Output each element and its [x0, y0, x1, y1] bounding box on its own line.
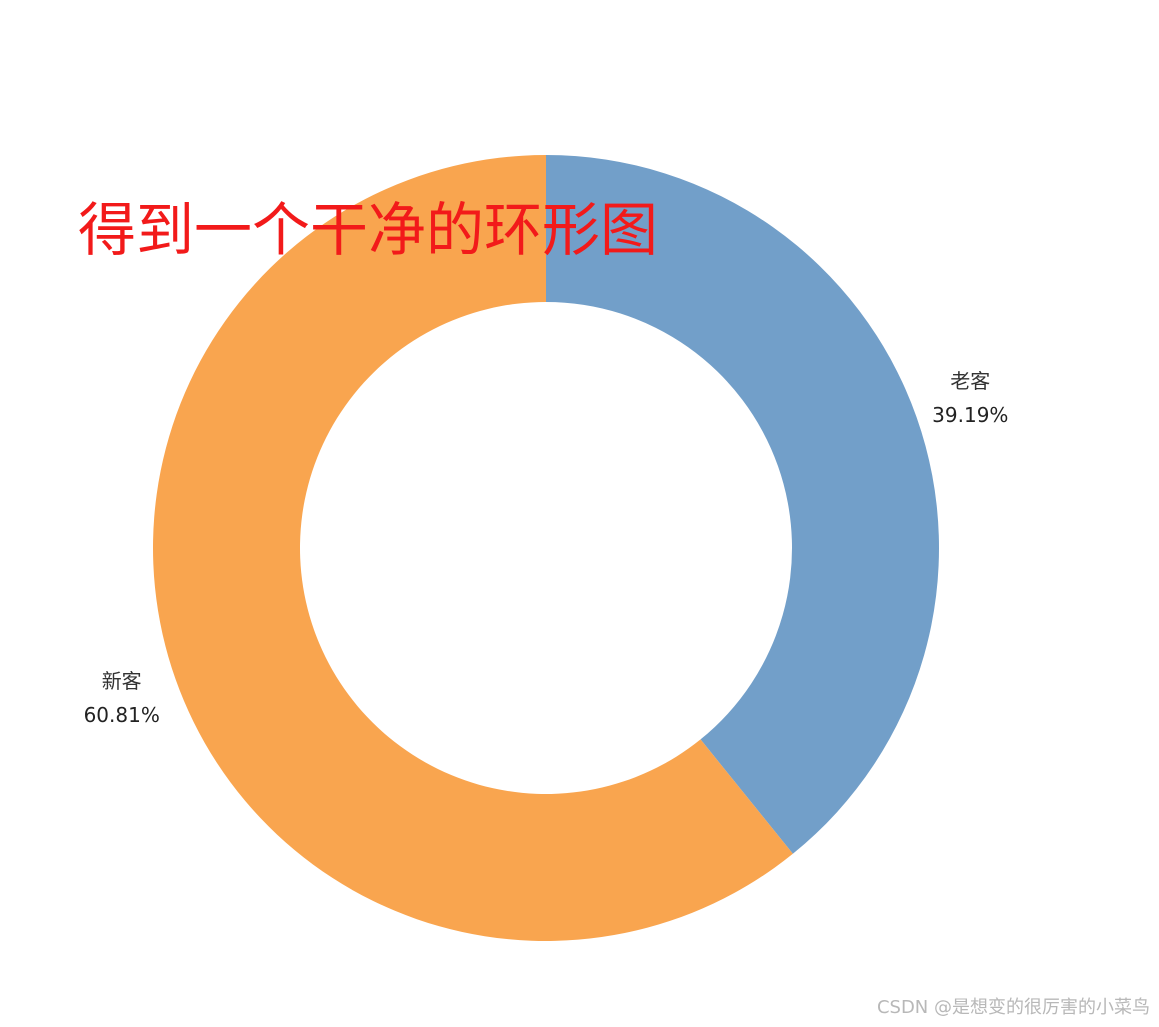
- watermark: CSDN @是想变的很厉害的小菜鸟: [877, 997, 1150, 1018]
- slice-value-label: 60.81%: [84, 703, 160, 727]
- slice-name: 新客: [102, 669, 142, 693]
- slice: [546, 155, 939, 854]
- slice-name: 老客: [950, 369, 990, 393]
- slice-value-label: 39.19%: [932, 403, 1008, 427]
- annotation: 得到一个干净的环形图: [78, 196, 658, 264]
- slice: [152, 155, 793, 941]
- donut: [152, 155, 939, 941]
